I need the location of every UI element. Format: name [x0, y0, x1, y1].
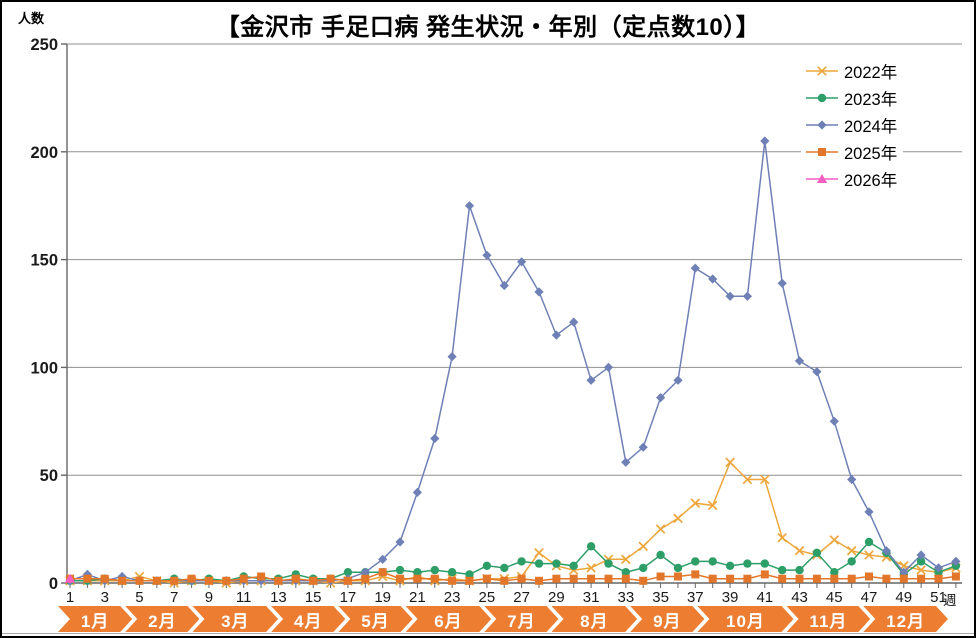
x-tick-label: 5 [135, 589, 143, 606]
month-segment: 9月 [630, 606, 704, 632]
month-axis-band: 1月 2月 3月 4月 5月 6月 7月 8月 9月 10月 11月 12月 [58, 606, 948, 632]
legend-item-2026: 2026年 [805, 165, 897, 192]
month-segment: 11月 [787, 606, 871, 632]
month-segment: 2月 [125, 606, 199, 632]
x-axis-unit-label: 週 [943, 593, 957, 608]
series-2026 [64, 573, 76, 583]
legend-label: 2025年 [844, 144, 898, 163]
x-tick-label: 19 [374, 589, 391, 606]
legend-item-2022: 2022年 [805, 57, 897, 84]
legend-item-2024: 2024年 [805, 111, 897, 138]
series-2022 [65, 457, 961, 588]
legend-label: 2024年 [844, 117, 898, 136]
legend-item-2025: 2025年 [805, 138, 897, 165]
x-tick-label: 37 [687, 589, 704, 606]
x-tick-label: 25 [479, 589, 496, 606]
month-label: 7月 [507, 611, 536, 631]
y-tick-label: 0 [49, 575, 58, 593]
x-tick-label: 43 [791, 589, 808, 606]
month-label: 3月 [221, 611, 250, 631]
x-tick-label: 17 [340, 589, 357, 606]
legend-item-2023: 2023年 [805, 84, 897, 111]
month-label: 12月 [886, 611, 926, 631]
month-label: 10月 [726, 611, 765, 631]
x-tick-label: 15 [305, 589, 322, 606]
x-tick-label: 7 [170, 589, 178, 606]
month-label: 5月 [361, 611, 390, 631]
x-tick-label: 13 [270, 589, 287, 606]
x-tick-label: 35 [652, 589, 669, 606]
x-tick-label: 27 [513, 589, 530, 606]
series-2025 [66, 568, 960, 585]
legend-label: 2022年 [844, 63, 898, 82]
y-axis-unit-label: 人数 [18, 11, 45, 26]
month-label: 8月 [580, 611, 609, 631]
legend-marker-icon [806, 65, 838, 76]
month-segment: 10月 [697, 606, 793, 632]
month-segment: 1月 [58, 606, 132, 632]
month-label: 9月 [653, 611, 682, 631]
legend-marker-icon [806, 93, 838, 102]
x-axis: 1 3 5 7 9 11 13 15 17 19 21 23 25 27 29 31 33 35 37 39 41 43 4… [66, 582, 962, 606]
month-segment: 6月 [406, 606, 492, 632]
legend: 2022年 2023年 2024年 2025年 2026年 [801, 54, 904, 195]
x-tick-label: 39 [722, 589, 739, 606]
series-2024 [65, 136, 961, 586]
chart-title: 【金沢市 手足口病 発生状況・年別（定点数10）】 [215, 14, 761, 41]
y-tick-label: 250 [30, 36, 58, 54]
x-tick-label: 51 [930, 589, 947, 606]
x-tick-label: 41 [756, 589, 773, 606]
x-tick-label: 45 [826, 589, 843, 606]
y-tick-label: 150 [30, 252, 58, 270]
x-tick-label: 29 [548, 589, 565, 606]
legend-marker-icon [806, 119, 838, 130]
month-label: 4月 [294, 611, 323, 631]
month-segment: 12月 [863, 606, 948, 632]
month-segment: 8月 [552, 606, 638, 632]
bottom-divider [2, 633, 974, 634]
month-segment: 5月 [338, 606, 412, 632]
x-tick-label: 3 [101, 589, 109, 606]
x-tick-label: 11 [236, 589, 252, 606]
x-tick-label: 9 [205, 589, 213, 606]
x-tick-label: 31 [583, 589, 600, 606]
y-tick-label: 100 [30, 359, 58, 377]
x-tick-label: 49 [895, 589, 912, 606]
legend-marker-icon [806, 173, 838, 183]
y-tick-label: 50 [40, 467, 58, 485]
month-segment: 7月 [484, 606, 558, 632]
month-label: 2月 [148, 611, 177, 631]
month-segment: 4月 [271, 606, 345, 632]
x-tick-label: 23 [444, 589, 461, 606]
month-label: 11月 [809, 611, 848, 631]
legend-label: 2023年 [844, 90, 898, 109]
y-tick-label: 200 [30, 144, 58, 162]
y-axis: 0 50 100 150 200 250 [30, 36, 68, 593]
month-label: 1月 [80, 611, 110, 631]
x-tick-label: 47 [861, 589, 878, 606]
legend-label: 2026年 [844, 171, 898, 190]
x-tick-label: 1 [66, 589, 74, 606]
month-segment: 3月 [192, 606, 278, 632]
x-tick-label: 33 [617, 589, 634, 606]
legend-marker-icon [806, 147, 838, 156]
month-label: 6月 [434, 611, 463, 631]
x-tick-label: 21 [409, 589, 426, 606]
